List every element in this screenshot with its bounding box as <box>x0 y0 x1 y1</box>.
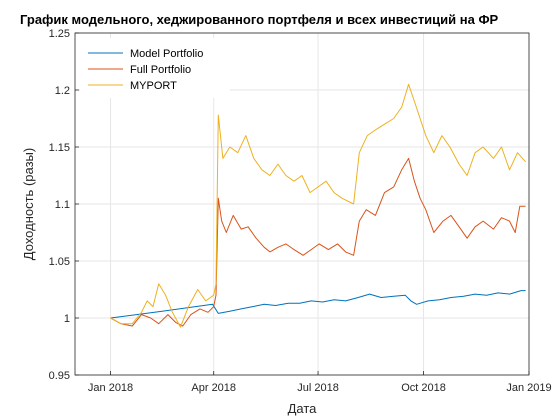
x-tick-label: Oct 2018 <box>401 382 446 394</box>
series-lines <box>110 83 526 328</box>
x-tick-label: Apr 2018 <box>191 382 236 394</box>
x-tick-label: Jan 2018 <box>88 382 133 394</box>
x-axis-ticks: Jan 2018 Apr 2018 Jul 2018 Oct 2018 Jan 2019 <box>88 371 552 394</box>
y-tick-label: 1.25 <box>49 28 70 40</box>
x-axis-label: Дата <box>288 401 318 416</box>
x-tick-label: Jan 2019 <box>506 382 551 394</box>
y-tick-label: 1.15 <box>49 142 70 154</box>
legend-label: Full Portfolio <box>130 64 191 76</box>
y-axis-label: Доходность (разы) <box>21 148 36 260</box>
series-line-myport <box>110 83 526 328</box>
y-tick-label: 1 <box>64 313 70 325</box>
legend: Model Portfolio Full Portfolio MYPORT <box>80 38 230 98</box>
chart-title: График модельного, хеджированного портфе… <box>20 12 499 27</box>
y-tick-label: 0.95 <box>49 370 70 382</box>
legend-label: Model Portfolio <box>130 48 203 60</box>
y-tick-label: 1.05 <box>49 256 70 268</box>
y-tick-label: 1.2 <box>55 85 70 97</box>
legend-box <box>80 38 230 98</box>
y-axis-ticks: 0.95 1 1.05 1.1 1.15 1.2 1.25 <box>49 28 79 382</box>
series-line-full-portfolio <box>110 157 526 327</box>
y-tick-label: 1.1 <box>55 199 70 211</box>
series-line-model-portfolio <box>110 290 526 319</box>
legend-label: MYPORT <box>130 80 177 92</box>
x-tick-label: Jul 2018 <box>297 382 339 394</box>
